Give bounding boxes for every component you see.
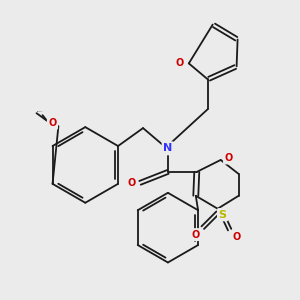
Text: O: O [48,118,57,128]
Text: O: O [128,178,136,188]
Text: O: O [176,58,184,68]
Text: O: O [224,153,233,163]
Text: O: O [192,230,200,240]
Text: O: O [232,232,241,242]
Text: methoxy: methoxy [37,111,43,112]
Text: S: S [219,210,227,220]
Text: N: N [163,143,172,153]
